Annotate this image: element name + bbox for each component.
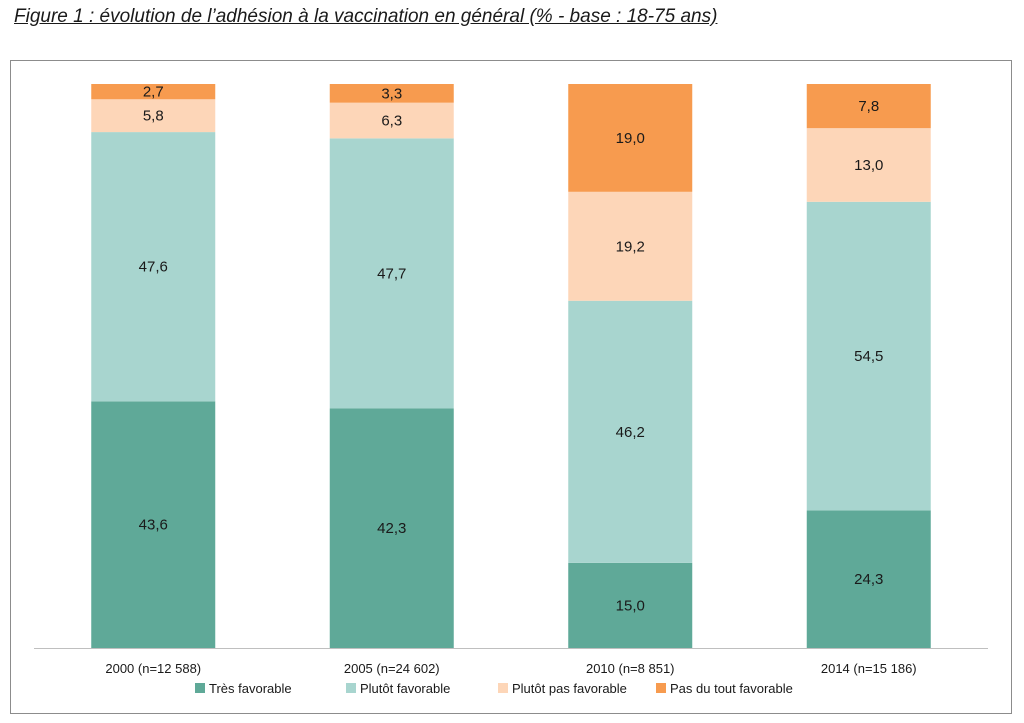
bar-segment-4-4 bbox=[806, 84, 931, 129]
bar-segment-2-3 bbox=[568, 300, 693, 563]
bars-group: 43,6 47,6 5,8 2,7 42,3 47,7 6,3 3,3 15,0 46,2 19,2… bbox=[91, 84, 931, 648]
data-label: 24,3 bbox=[854, 571, 883, 588]
legend-swatch bbox=[656, 683, 666, 693]
data-label: 6,3 bbox=[381, 113, 402, 130]
bar-segment-4-1 bbox=[91, 84, 216, 100]
chart-frame: 43,6 47,6 5,8 2,7 42,3 47,7 6,3 3,3 15,0 46,2 19,2… bbox=[10, 60, 1012, 714]
bar-segment-3-4 bbox=[806, 128, 931, 202]
bar-segment-2-1 bbox=[91, 132, 216, 402]
bar-segment-2-4 bbox=[806, 201, 931, 511]
legend-swatch bbox=[346, 683, 356, 693]
figure-title: Figure 1 : évolution de l’adhésion à la … bbox=[14, 6, 718, 27]
data-label: 2,7 bbox=[143, 84, 164, 101]
data-label: 13,0 bbox=[854, 157, 883, 174]
legend-label: Plutôt pas favorable bbox=[512, 681, 627, 696]
category-labels: 2000 (n=12 588) 2005 (n=24 602) 2010 (n=8 … bbox=[105, 661, 916, 676]
data-label: 15,0 bbox=[616, 597, 645, 614]
bar-segment-3-3 bbox=[568, 191, 693, 301]
data-label: 7,8 bbox=[858, 98, 879, 115]
data-label: 46,2 bbox=[616, 424, 645, 441]
bar-segment-4-2 bbox=[329, 84, 454, 103]
data-label: 47,6 bbox=[139, 259, 168, 276]
data-label: 47,7 bbox=[377, 265, 406, 282]
data-label: 19,2 bbox=[616, 238, 645, 255]
stacked-bar-chart: 43,6 47,6 5,8 2,7 42,3 47,7 6,3 3,3 15,0 46,2 19,2… bbox=[34, 84, 988, 696]
bar-segment-1-4 bbox=[806, 510, 931, 648]
bar-segment-1-2 bbox=[329, 408, 454, 648]
bar-segment-1-1 bbox=[91, 401, 216, 648]
data-label: 43,6 bbox=[139, 517, 168, 534]
category-label: 2005 (n=24 602) bbox=[344, 661, 440, 676]
bar-segment-4-3 bbox=[568, 84, 693, 192]
legend-swatch bbox=[195, 683, 205, 693]
data-label: 42,3 bbox=[377, 520, 406, 537]
data-label: 19,0 bbox=[616, 130, 645, 147]
legend: Très favorable Plutôt favorable Plutôt pas… bbox=[195, 681, 793, 696]
data-label: 54,5 bbox=[854, 348, 883, 365]
legend-swatch bbox=[498, 683, 508, 693]
data-label: 5,8 bbox=[143, 108, 164, 125]
category-label: 2010 (n=8 851) bbox=[586, 661, 675, 676]
bar-segment-3-1 bbox=[91, 99, 216, 133]
legend-label: Pas du tout favorable bbox=[670, 681, 793, 696]
data-label: 3,3 bbox=[381, 85, 402, 102]
category-label: 2014 (n=15 186) bbox=[821, 661, 917, 676]
category-label: 2000 (n=12 588) bbox=[105, 661, 201, 676]
legend-label: Plutôt favorable bbox=[360, 681, 450, 696]
bar-segment-3-2 bbox=[329, 102, 454, 139]
bar-segment-1-3 bbox=[568, 562, 693, 648]
legend-label: Très favorable bbox=[209, 681, 292, 696]
bar-segment-2-2 bbox=[329, 138, 454, 409]
